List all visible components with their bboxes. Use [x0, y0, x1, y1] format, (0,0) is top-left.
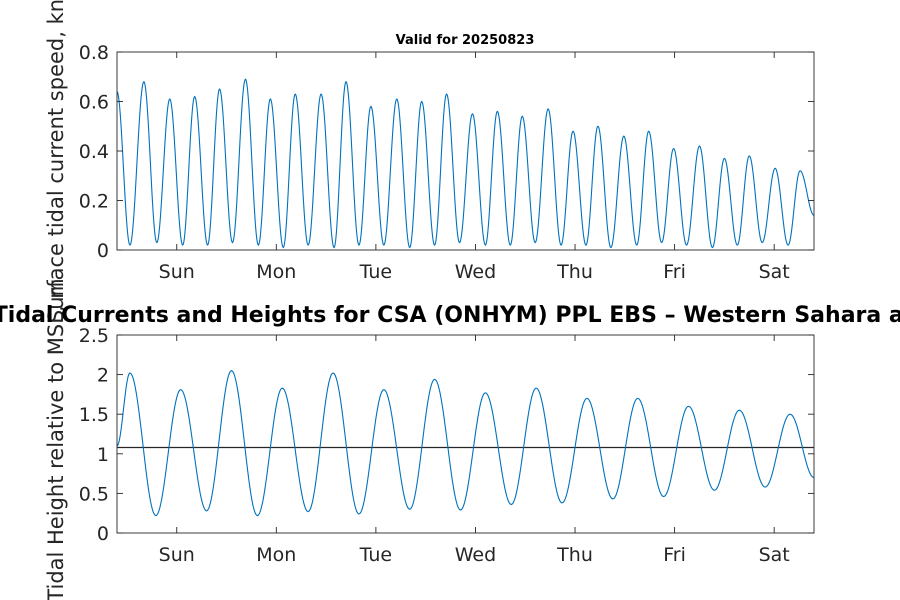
- top-ytick-label: 0.6: [79, 92, 109, 114]
- bot-ytick-label: 0: [97, 523, 109, 545]
- top-ytick-label: 0.4: [79, 141, 109, 163]
- top-xtick-label: Thu: [556, 261, 593, 283]
- bot-plot-background: [117, 335, 814, 533]
- bot-xtick-label: Wed: [455, 544, 496, 566]
- bottom-y-axis-label: Tidal Height relative to MSL, m: [44, 278, 68, 600]
- top-xtick-label: Wed: [455, 261, 496, 283]
- top-ytick-label: 0: [97, 240, 109, 262]
- top-series-line-0: [116, 78, 815, 249]
- top-plot-area: 0 0.2 0.4 0.6 0.8 Sun Mon Tue Wed Thu Fri Sat: [79, 42, 815, 283]
- bot-xtick-label: Tue: [359, 544, 392, 566]
- top-plot-background: [117, 52, 814, 250]
- top-xtick-label: Mon: [256, 261, 296, 283]
- top-xtick-label: Fri: [663, 261, 686, 283]
- bot-xtick-label: Sun: [159, 544, 195, 566]
- top-chart-title: Valid for 20250823: [396, 33, 535, 48]
- top-ytick-label: 0.8: [79, 42, 109, 64]
- bot-xtick-label: Sat: [759, 544, 790, 566]
- top-xtick-label: Tue: [359, 261, 392, 283]
- top-xtick-label: Sun: [159, 261, 195, 283]
- bot-ytick-label: 2: [97, 365, 109, 387]
- bot-ytick-label: 1.5: [79, 404, 109, 426]
- top-xtick-label: Sat: [759, 261, 790, 283]
- bot-ytick-label: 2.5: [79, 325, 109, 347]
- bottom-plot-area: 0 0.5 1 1.5 2 2.5 Sun Mon Tue Wed Thu Fri Sat: [79, 325, 815, 566]
- bot-series-line-0: [116, 370, 815, 517]
- top-y-axis-label: Surface tidal current speed, knots: [44, 0, 68, 323]
- bot-xtick-label: Fri: [663, 544, 686, 566]
- panel-tidal-height: 0 0.5 1 1.5 2 2.5 Sun Mon Tue Wed Thu Fri Sat Tidal …: [0, 278, 900, 600]
- bot-ytick-label: 1: [97, 444, 109, 466]
- bot-xtick-label: Mon: [256, 544, 296, 566]
- main-chart-title: Tidal Currents and Heights for CSA (ONHY…: [0, 303, 900, 328]
- bot-ytick-label: 0.5: [79, 483, 109, 505]
- panel-current-speed: Valid for 20250823 0 0.2 0.4 0.6 0.8 Sun Mon Tu…: [44, 0, 815, 323]
- bot-axes-box: [116, 334, 815, 534]
- top-ytick-label: 0.2: [79, 191, 109, 213]
- bot-xtick-label: Thu: [556, 544, 593, 566]
